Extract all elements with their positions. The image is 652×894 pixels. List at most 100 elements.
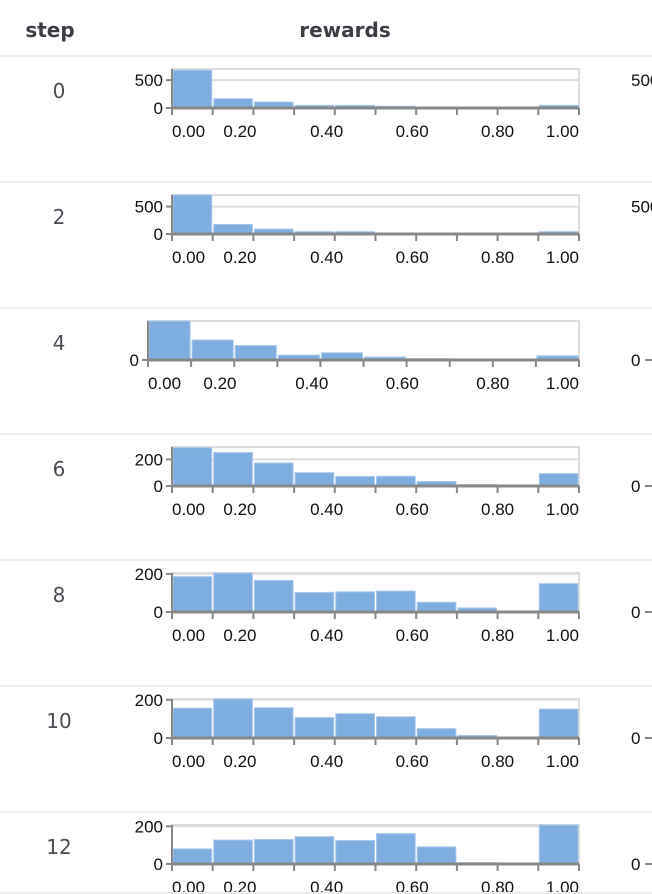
histogram-bar[interactable] bbox=[172, 447, 213, 487]
histogram-bar[interactable] bbox=[253, 839, 294, 865]
rewards-histogram: 0 200 0.00 0.20 0.40 0.60 0.80 1.00 0 bbox=[135, 446, 652, 519]
histogram-bar[interactable] bbox=[294, 717, 335, 739]
x-tick-label: 0.80 bbox=[481, 626, 514, 645]
rewards-histogram: 0 500 0.00 0.20 0.40 0.60 0.80 1.00 500 bbox=[135, 194, 652, 267]
x-tick-label: 0.00 bbox=[172, 500, 205, 519]
histogram-bar[interactable] bbox=[538, 708, 579, 739]
histogram-bar[interactable] bbox=[538, 824, 579, 865]
histogram-bar[interactable] bbox=[376, 716, 416, 739]
step-value: 12 bbox=[46, 835, 72, 859]
histogram-bar[interactable] bbox=[335, 839, 375, 865]
x-tick-label: 0.00 bbox=[148, 374, 181, 393]
rewards-histogram: 0 200 0.00 0.20 0.40 0.60 0.80 1.00 0 bbox=[135, 565, 652, 645]
histogram-bar[interactable] bbox=[191, 339, 234, 361]
x-tick-label: 0.80 bbox=[481, 122, 514, 141]
histogram-bar[interactable] bbox=[172, 69, 213, 109]
x-tick-label: 1.00 bbox=[546, 878, 579, 892]
x-tick-label: 0.80 bbox=[476, 374, 509, 393]
histogram-bar[interactable] bbox=[416, 846, 457, 865]
histogram-bar[interactable] bbox=[335, 713, 375, 739]
y-tick-label: 500 bbox=[135, 198, 163, 217]
x-tick-label: 0.20 bbox=[223, 878, 256, 892]
histogram-bar[interactable] bbox=[213, 572, 253, 613]
histogram-bar[interactable] bbox=[294, 591, 335, 613]
y-tick-label: 0 bbox=[154, 99, 163, 118]
x-tick-label: 1.00 bbox=[546, 626, 579, 645]
y-tick-label: 0 bbox=[154, 603, 163, 622]
table-row: 6 0 200 0.00 0.20 0.40 0.60 0.80 1.00 0 bbox=[0, 435, 652, 561]
histogram-bar[interactable] bbox=[213, 839, 253, 865]
x-tick-label: 0.60 bbox=[396, 626, 429, 645]
histogram-bar[interactable] bbox=[294, 472, 335, 487]
y-tick-label: 200 bbox=[135, 450, 163, 469]
step-value: 10 bbox=[46, 709, 72, 733]
y-tick-label: 0 bbox=[154, 729, 163, 748]
histogram-bar[interactable] bbox=[335, 591, 375, 613]
histogram-bar[interactable] bbox=[172, 194, 213, 235]
x-tick-label: 0.00 bbox=[172, 626, 205, 645]
histogram-bar[interactable] bbox=[172, 848, 213, 865]
step-value: 6 bbox=[52, 457, 66, 481]
x-tick-label: 0.80 bbox=[481, 248, 514, 267]
histogram-bar[interactable] bbox=[376, 590, 416, 613]
column-header-rewards[interactable]: rewards bbox=[299, 18, 391, 42]
x-tick-label: 1.00 bbox=[546, 752, 579, 771]
x-tick-label: 0.80 bbox=[481, 500, 514, 519]
histogram-bar[interactable] bbox=[213, 698, 253, 739]
histogram-bar[interactable] bbox=[172, 707, 213, 739]
histogram-bar[interactable] bbox=[213, 452, 253, 487]
column-header-step[interactable]: step bbox=[25, 18, 75, 42]
y-tick-label: 200 bbox=[135, 565, 163, 584]
x-tick-label: 0.00 bbox=[172, 752, 205, 771]
x-tick-label: 0.40 bbox=[295, 374, 328, 393]
table-header: step rewards bbox=[0, 0, 652, 57]
x-tick-label: 0.40 bbox=[310, 878, 343, 892]
y-tick-label: 0 bbox=[130, 351, 139, 370]
table-row: 0 0 500 0.00 0.20 0.40 0.60 0.80 1.00 500 bbox=[0, 57, 652, 183]
histogram-bar[interactable] bbox=[294, 836, 335, 865]
x-tick-label: 0.20 bbox=[223, 248, 256, 267]
y-tick-label: 0 bbox=[154, 855, 163, 874]
histogram-bar[interactable] bbox=[538, 473, 579, 487]
next-column-tick-label: 500 bbox=[631, 198, 652, 217]
x-tick-label: 0.60 bbox=[396, 878, 429, 892]
x-tick-label: 0.40 bbox=[310, 752, 343, 771]
x-tick-label: 1.00 bbox=[546, 248, 579, 267]
rewards-histogram: 0 200 0.00 0.20 0.40 0.60 0.80 1.00 0 bbox=[135, 817, 652, 892]
x-tick-label: 0.40 bbox=[310, 626, 343, 645]
table-row: 2 0 500 0.00 0.20 0.40 0.60 0.80 1.00 500 bbox=[0, 183, 652, 309]
step-value: 8 bbox=[52, 583, 66, 607]
x-tick-label: 0.80 bbox=[481, 752, 514, 771]
histogram-bar[interactable] bbox=[172, 576, 213, 613]
rewards-histogram: 0 200 0.00 0.20 0.40 0.60 0.80 1.00 0 bbox=[135, 691, 652, 771]
x-tick-label: 1.00 bbox=[546, 374, 579, 393]
x-tick-label: 0.40 bbox=[310, 500, 343, 519]
x-tick-label: 0.20 bbox=[223, 500, 256, 519]
x-tick-label: 0.00 bbox=[172, 878, 205, 892]
x-tick-label: 0.20 bbox=[203, 374, 236, 393]
step-value: 0 bbox=[52, 79, 66, 103]
x-tick-label: 0.40 bbox=[310, 248, 343, 267]
histogram-bar[interactable] bbox=[253, 579, 294, 613]
x-tick-label: 0.20 bbox=[223, 122, 256, 141]
next-column-tick-label: 0 bbox=[631, 603, 640, 622]
y-tick-label: 200 bbox=[135, 817, 163, 836]
next-column-tick-label: 0 bbox=[631, 855, 640, 874]
histogram-bar[interactable] bbox=[376, 833, 416, 865]
next-column-tick-label: 0 bbox=[631, 477, 640, 496]
histogram-bar[interactable] bbox=[538, 583, 579, 613]
histogram-bar[interactable] bbox=[234, 345, 277, 361]
x-tick-label: 1.00 bbox=[546, 122, 579, 141]
x-tick-label: 0.60 bbox=[396, 248, 429, 267]
step-value: 4 bbox=[52, 331, 66, 355]
y-tick-label: 500 bbox=[135, 71, 163, 90]
histogram-bar[interactable] bbox=[253, 707, 294, 739]
table-row: 4 0 0.00 0.20 0.40 0.60 0.80 1.00 0 bbox=[0, 309, 652, 435]
rewards-histogram: 0 0.00 0.20 0.40 0.60 0.80 1.00 0 bbox=[130, 320, 652, 393]
table-row: 12 0 200 0.00 0.20 0.40 0.60 0.80 1.00 0 bbox=[0, 813, 652, 894]
y-tick-label: 0 bbox=[154, 477, 163, 496]
x-tick-label: 0.60 bbox=[396, 500, 429, 519]
histogram-bar[interactable] bbox=[253, 462, 294, 487]
x-tick-label: 0.20 bbox=[223, 626, 256, 645]
histogram-bar[interactable] bbox=[148, 320, 191, 361]
